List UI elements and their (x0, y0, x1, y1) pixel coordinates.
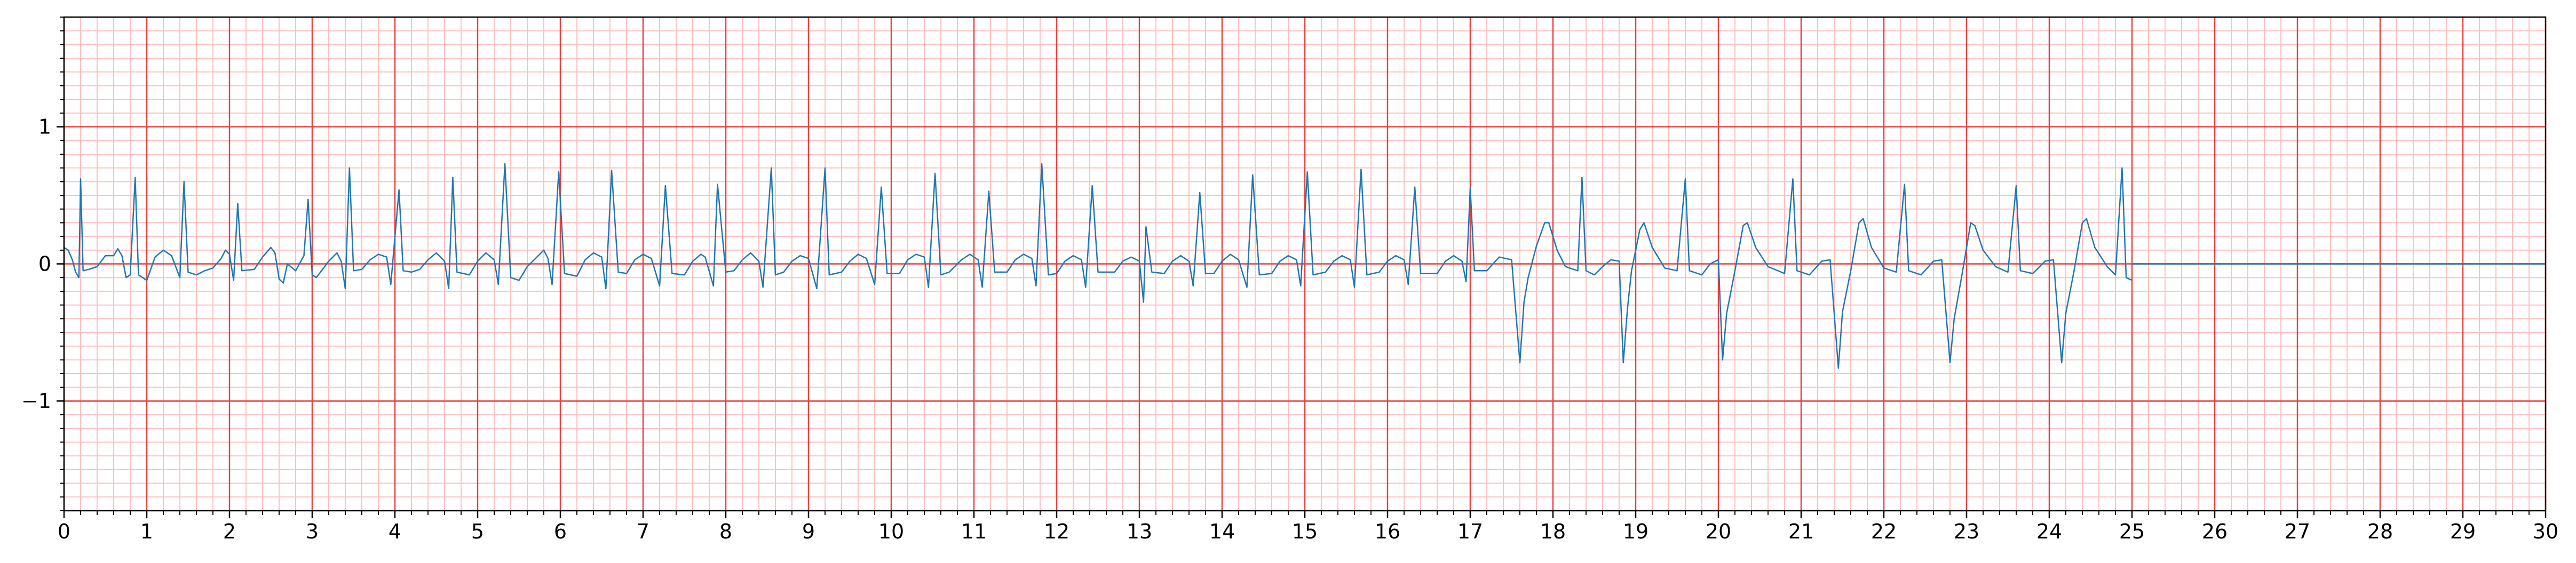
x-tick-label: 21 (1788, 520, 1814, 543)
x-axis-ticks: 0 1 2 3 4 5 6 7 8 9 10 11 12 13 14 15 16 17 18 19 20 21 22 23 24… (58, 511, 2558, 543)
x-tick-label: 0 (58, 520, 70, 543)
x-tick-label: 6 (554, 520, 567, 543)
y-tick-label: 0 (38, 252, 51, 276)
x-tick-label: 11 (961, 520, 987, 543)
y-tick-label: −1 (21, 389, 51, 413)
x-tick-label: 18 (1540, 520, 1566, 543)
x-tick-label: 17 (1457, 520, 1483, 543)
x-tick-label: 15 (1292, 520, 1318, 543)
x-tick-label: 1 (140, 520, 153, 543)
y-tick-label: 1 (38, 115, 51, 139)
x-tick-label: 27 (2285, 520, 2310, 543)
x-tick-label: 23 (1954, 520, 1979, 543)
x-tick-label: 22 (1871, 520, 1897, 543)
x-tick-label: 20 (1706, 520, 1731, 543)
x-tick-label: 4 (389, 520, 401, 543)
x-tick-label: 2 (223, 520, 236, 543)
x-tick-label: 10 (878, 520, 904, 543)
x-tick-label: 7 (637, 520, 649, 543)
series-layer (64, 163, 2133, 369)
x-tick-label: 24 (2036, 520, 2062, 543)
x-tick-label: 29 (2450, 520, 2476, 543)
x-tick-label: 28 (2367, 520, 2393, 543)
x-tick-label: 9 (802, 520, 815, 543)
x-tick-label: 3 (306, 520, 319, 543)
x-tick-label: 12 (1044, 520, 1069, 543)
x-tick-label: 13 (1127, 520, 1152, 543)
x-tick-label: 25 (2119, 520, 2145, 543)
x-tick-label: 5 (471, 520, 484, 543)
x-tick-label: 19 (1623, 520, 1648, 543)
x-tick-label: 8 (719, 520, 732, 543)
y-axis-ticks: −1 0 1 (21, 17, 64, 511)
x-tick-label: 16 (1375, 520, 1400, 543)
x-tick-label: 14 (1209, 520, 1235, 543)
x-tick-label: 30 (2533, 520, 2558, 543)
x-tick-label: 26 (2202, 520, 2228, 543)
ecg-trace-line (64, 163, 2133, 369)
